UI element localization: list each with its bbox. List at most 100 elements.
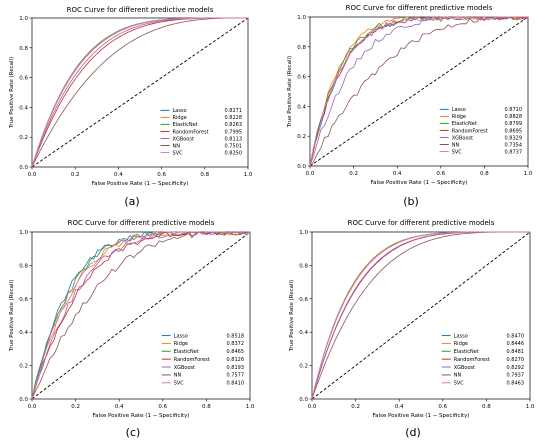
legend-label-nn: NN — [174, 373, 182, 379]
legend-label-nn: NN — [454, 373, 462, 379]
legend-auc-svc: 0.8250 — [225, 150, 243, 156]
legend-label-nn: NN — [173, 143, 181, 149]
x-tick-label: 0.6 — [436, 171, 445, 177]
legend-auc-lasso: 0.8518 — [227, 333, 245, 339]
y-tick-label: 0.6 — [299, 297, 308, 303]
legend-auc-lasso: 0.8271 — [225, 108, 243, 114]
legend-label-lasso: Lasso — [454, 333, 468, 339]
x-tick-label: 0.0 — [306, 171, 315, 177]
chart-title: ROC Curve for different predictive model… — [346, 4, 493, 12]
x-tick-label: 0.6 — [158, 404, 167, 410]
roc-curve-svc — [31, 17, 248, 168]
legend-label-xgboost: XGBoost — [454, 365, 475, 371]
legend-auc-ridge: 0.8372 — [227, 341, 245, 347]
legend-auc-randomforest: 0.8126 — [227, 357, 245, 363]
y-tick-label: 1.0 — [19, 16, 28, 22]
x-tick-label: 0.8 — [202, 404, 211, 410]
y-tick-label: 1.0 — [19, 230, 28, 236]
x-tick-label: 0.6 — [438, 404, 447, 410]
roc-panel-3: ROC Curve for different predictive model… — [9, 219, 255, 439]
legend-label-elasticnet: ElasticNet — [174, 349, 199, 355]
x-tick-label: 0.8 — [480, 171, 489, 177]
x-tick-label: 0.6 — [157, 172, 166, 178]
y-tick-label: 0.0 — [19, 165, 28, 171]
x-tick-label: 0.8 — [200, 172, 209, 178]
legend-label-randomforest: RandomForest — [174, 357, 210, 363]
legend-auc-ridge: 0.8828 — [505, 114, 523, 120]
roc-panel-4: ROC Curve for different predictive model… — [289, 219, 535, 439]
y-tick-label: 0.2 — [19, 135, 28, 141]
x-tick-label: 0.0 — [28, 172, 37, 178]
y-tick-label: 1.0 — [299, 230, 308, 236]
panel-label: (d) — [405, 426, 421, 439]
legend-label-svc: SVC — [452, 149, 463, 155]
y-tick-label: 0.8 — [19, 46, 28, 52]
y-tick-label: 0.4 — [19, 330, 28, 336]
x-tick-label: 0.2 — [349, 171, 358, 177]
legend-auc-ridge: 0.8228 — [225, 115, 243, 121]
y-tick-label: 0.2 — [297, 134, 306, 140]
x-tick-label: 0.4 — [395, 404, 404, 410]
y-tick-label: 0.0 — [299, 397, 308, 403]
legend-label-xgboost: XGBoost — [174, 365, 195, 371]
chance-diagonal-line — [31, 231, 251, 400]
chance-diagonal-line — [309, 16, 529, 167]
y-tick-label: 0.8 — [297, 45, 306, 51]
legend-auc-svc: 0.8463 — [507, 381, 525, 387]
roc-panel-1: ROC Curve for different predictive model… — [9, 6, 253, 208]
roc-curve-nn — [31, 17, 248, 168]
legend-label-nn: NN — [452, 142, 460, 148]
legend-auc-lasso: 0.8470 — [507, 333, 525, 339]
legend-auc-xgboost: 0.8292 — [507, 365, 525, 371]
roc-curve-xgboost — [31, 231, 251, 400]
plot-frame — [31, 17, 249, 168]
y-axis-label: True Positive Rate (Recall) — [289, 280, 295, 352]
legend-auc-xgboost: 0.8329 — [505, 135, 523, 141]
x-tick-label: 0.2 — [71, 172, 80, 178]
y-tick-label: 0.0 — [297, 164, 306, 170]
y-tick-label: 0.2 — [299, 364, 308, 370]
x-tick-label: 0.4 — [115, 404, 124, 410]
panel-label: (c) — [126, 426, 141, 439]
legend-label-randomforest: RandomForest — [173, 129, 209, 135]
x-tick-label: 0.4 — [393, 171, 402, 177]
x-tick-label: 0.4 — [114, 172, 123, 178]
y-axis-label: True Positive Rate (Recall) — [287, 56, 293, 128]
legend-auc-randomforest: 0.8270 — [507, 357, 525, 363]
legend-auc-xgboost: 0.8193 — [227, 365, 245, 371]
legend-auc-svc: 0.8737 — [505, 149, 523, 155]
y-tick-label: 0.8 — [19, 263, 28, 269]
roc-curve-svc — [309, 16, 528, 167]
x-axis-label: False Positive Rate (1 − Specificity) — [92, 413, 189, 419]
x-tick-label: 0.2 — [71, 404, 80, 410]
roc-curve-svc — [31, 231, 251, 400]
y-tick-label: 0.6 — [19, 76, 28, 82]
x-axis-label: False Positive Rate (1 − Specificity) — [91, 181, 188, 187]
legend-auc-randomforest: 0.7995 — [225, 129, 243, 135]
chance-diagonal-line — [311, 231, 531, 400]
y-tick-label: 1.0 — [297, 15, 306, 21]
legend-auc-lasso: 0.8710 — [505, 107, 523, 113]
legend-label-elasticnet: ElasticNet — [454, 349, 479, 355]
chart-title: ROC Curve for different predictive model… — [348, 219, 495, 227]
chart-title: ROC Curve for different predictive model… — [67, 6, 214, 14]
x-tick-label: 1.0 — [244, 172, 253, 178]
legend-auc-randomforest: 0.8695 — [505, 128, 523, 134]
roc-curve-xgboost — [309, 16, 528, 167]
legend-label-ridge: Ridge — [454, 341, 468, 347]
legend-label-lasso: Lasso — [173, 108, 187, 114]
y-tick-label: 0.4 — [299, 330, 308, 336]
x-tick-label: 0.8 — [482, 404, 491, 410]
legend-label-randomforest: RandomForest — [454, 357, 490, 363]
y-tick-label: 0.6 — [297, 75, 306, 81]
legend-auc-elasticnet: 0.8799 — [505, 121, 523, 127]
y-tick-label: 0.0 — [19, 397, 28, 403]
roc-curve-svc — [311, 231, 530, 400]
plot-frame — [311, 231, 531, 400]
roc-panel-2: ROC Curve for different predictive model… — [287, 4, 533, 208]
legend-label-ridge: Ridge — [173, 115, 187, 121]
legend-label-xgboost: XGBoost — [173, 136, 194, 142]
legend-auc-elasticnet: 0.8263 — [225, 122, 243, 128]
